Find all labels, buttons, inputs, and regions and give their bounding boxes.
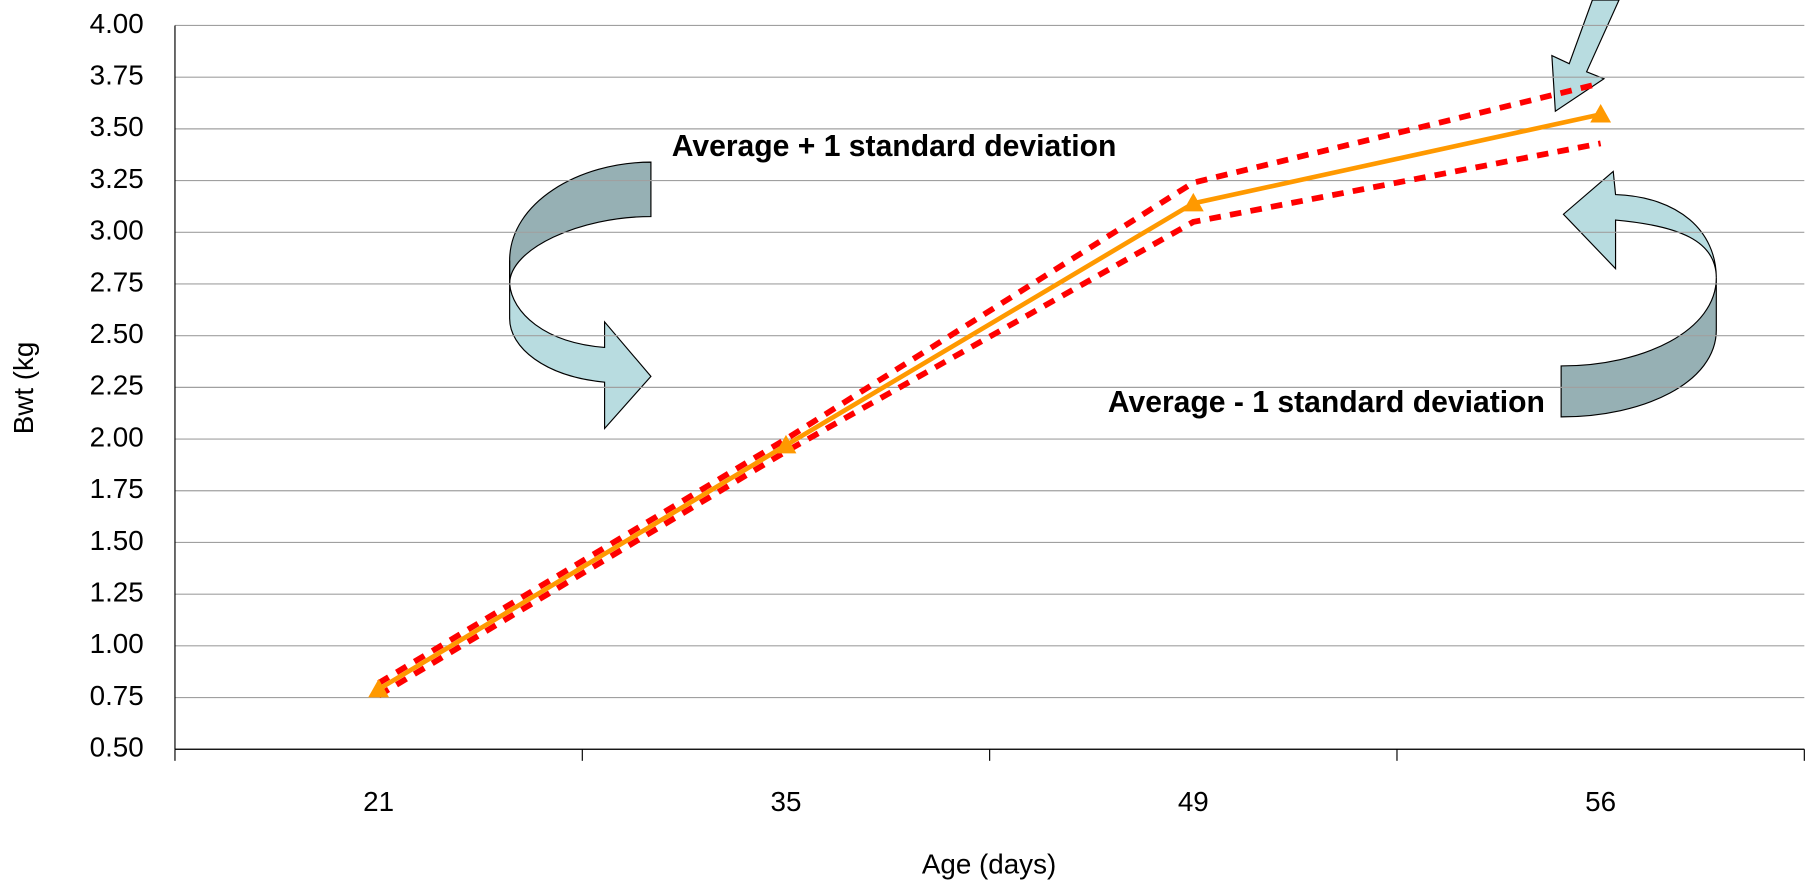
pointer-arrow bbox=[1551, 0, 1620, 113]
y-tick-label: 2.25 bbox=[90, 370, 144, 401]
x-axis-label: Age (days) bbox=[922, 849, 1056, 880]
data-marker bbox=[775, 434, 797, 454]
y-tick-label: 1.75 bbox=[90, 473, 144, 504]
data-marker bbox=[1182, 192, 1204, 212]
y-tick-label: 1.00 bbox=[90, 628, 144, 659]
y-tick-label: 2.00 bbox=[90, 421, 144, 452]
y-tick-label: 3.00 bbox=[90, 215, 144, 246]
series-line bbox=[377, 140, 1602, 698]
y-axis-label: Bwt (kg bbox=[8, 342, 39, 435]
y-tick-label: 3.25 bbox=[90, 163, 144, 194]
series-line bbox=[377, 112, 1602, 692]
y-tick-label: 3.50 bbox=[90, 111, 144, 142]
y-tick-label: 2.75 bbox=[90, 266, 144, 297]
y-tick-label: 3.75 bbox=[90, 60, 144, 91]
y-tick-label: 1.25 bbox=[90, 576, 144, 607]
x-tick-label: 21 bbox=[363, 786, 394, 817]
curved-arrow-left bbox=[509, 161, 652, 430]
y-tick-label: 0.50 bbox=[90, 732, 144, 763]
y-tick-label: 2.50 bbox=[90, 318, 144, 349]
annotation: Average - 1 standard deviation bbox=[1108, 386, 1545, 419]
y-tick-label: 4.00 bbox=[90, 8, 144, 39]
series-line bbox=[377, 80, 1602, 686]
y-tick-label: 0.75 bbox=[90, 680, 144, 711]
data-marker bbox=[1590, 103, 1612, 123]
data-marker bbox=[368, 678, 390, 698]
annotation: Average + 1 standard deviation bbox=[672, 130, 1117, 163]
curved-arrow-right bbox=[1560, 170, 1717, 418]
y-tick-label: 1.50 bbox=[90, 525, 144, 556]
x-tick-label: 56 bbox=[1585, 786, 1616, 817]
x-tick-label: 35 bbox=[771, 786, 802, 817]
x-tick-label: 49 bbox=[1178, 786, 1209, 817]
